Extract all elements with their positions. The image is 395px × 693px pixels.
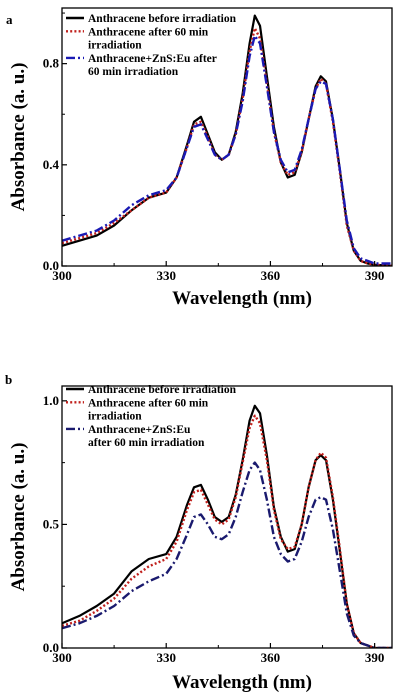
legend-entry-text: Anthracene before irradiation bbox=[88, 384, 237, 396]
legend-entry-text: 60 min irradiation bbox=[88, 66, 179, 78]
plot-area bbox=[62, 404, 392, 648]
legend-entry-text: Anthracene after 60 min bbox=[88, 26, 209, 38]
x-tick-label: 360 bbox=[261, 650, 281, 665]
x-tick-label: 360 bbox=[261, 268, 281, 283]
y-tick-label: 0.0 bbox=[43, 258, 59, 273]
legend-entry-text: Anthracene after 60 min bbox=[88, 397, 209, 409]
chart-panel-b: 300 330 360 390 0.0 0.5 1.0 Wavelength (nm) Abso… bbox=[5, 372, 393, 693]
legend-entry-text: Anthracene before irradiation bbox=[88, 13, 237, 25]
y-tick-label: 1.0 bbox=[43, 393, 59, 408]
x-tick-label: 390 bbox=[365, 268, 385, 283]
plot-frame bbox=[61, 385, 393, 649]
x-tick-label: 330 bbox=[156, 650, 176, 665]
x-tick-label: 300 bbox=[52, 650, 72, 665]
y-axis-label: Absorbance (a. u.) bbox=[8, 443, 29, 592]
y-tick-label: 0.0 bbox=[43, 640, 59, 655]
legend: Anthracene before irradiationAnthracene … bbox=[66, 384, 237, 449]
panel-label: b bbox=[5, 372, 12, 387]
panel-label: a bbox=[6, 12, 13, 27]
y-tick-label: 0.5 bbox=[43, 516, 60, 531]
plot-area bbox=[62, 14, 392, 266]
series-line-2 bbox=[62, 27, 392, 266]
chart-panel-a: 300 330 360 390 0.0 0.4 0.8 Wavelength (nm) Abso… bbox=[6, 7, 393, 309]
x-tick-label: 390 bbox=[365, 650, 385, 665]
legend: Anthracene before irradiationAnthracene … bbox=[66, 13, 237, 78]
x-axis-label: Wavelength (nm) bbox=[172, 672, 312, 693]
legend-entry-text: after 60 min irradiation bbox=[88, 437, 205, 449]
y-tick-label: 0.8 bbox=[43, 56, 60, 71]
series-line-3 bbox=[62, 34, 392, 265]
series-line-3 bbox=[62, 461, 392, 648]
legend-entry-text: Anthracene+ZnS:Eu bbox=[88, 424, 191, 436]
legend-entry-text: irradiation bbox=[88, 40, 142, 52]
x-tick-label: 300 bbox=[52, 268, 72, 283]
series-line-2 bbox=[62, 414, 392, 648]
y-axis-label: Absorbance (a. u.) bbox=[8, 63, 29, 212]
series-line-1 bbox=[62, 404, 392, 648]
legend-entry-text: irradiation bbox=[88, 411, 142, 423]
legend-entry-text: Anthracene+ZnS:Eu after bbox=[88, 53, 217, 65]
y-tick-label: 0.4 bbox=[43, 157, 60, 172]
x-axis-label: Wavelength (nm) bbox=[172, 288, 312, 309]
x-tick-label: 330 bbox=[156, 268, 176, 283]
plot-frame bbox=[61, 7, 393, 267]
